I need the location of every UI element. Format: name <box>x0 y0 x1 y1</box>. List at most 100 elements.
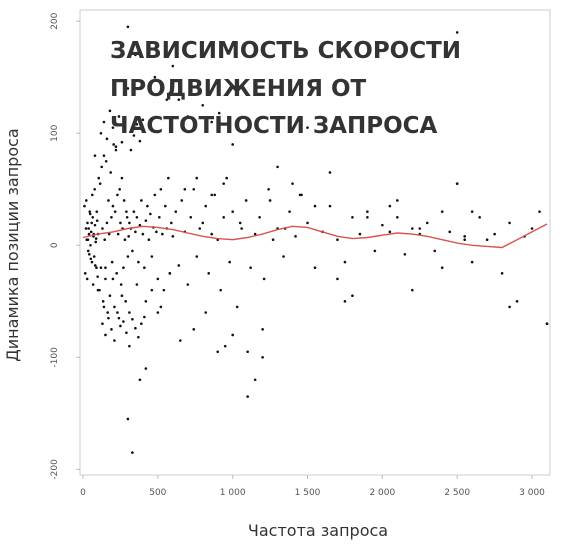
scatter-point <box>198 227 202 230</box>
scatter-point <box>195 176 199 180</box>
scatter-point <box>119 221 122 225</box>
y-axis-title: Динамика позиции запроса <box>3 128 22 361</box>
scatter-point <box>120 176 124 180</box>
scatter-point <box>493 232 496 236</box>
scatter-point <box>120 140 124 144</box>
scatter-point <box>146 204 149 208</box>
scatter-point <box>116 311 119 314</box>
scatter-point <box>118 187 121 191</box>
trend-line <box>82 223 548 249</box>
scatter-point <box>351 215 354 219</box>
scatter-point <box>84 227 88 230</box>
scatter-point <box>538 210 541 213</box>
scatter-point <box>125 210 128 213</box>
scatter-point <box>111 204 115 208</box>
scatter-point <box>124 300 127 303</box>
scatter-point <box>178 339 182 342</box>
scatter-point <box>410 227 414 230</box>
scatter-point <box>246 350 249 354</box>
x-axis-title: Частота запроса <box>248 521 388 540</box>
scatter-point <box>134 326 137 330</box>
scatter-point <box>470 210 474 213</box>
scatter-point <box>107 199 110 202</box>
chart-title-line-3: ЧАСТОТНОСТИ ЗАПРОСА <box>110 113 438 139</box>
scatter-point <box>515 300 519 303</box>
scatter-point <box>294 235 297 238</box>
scatter-point <box>403 252 407 256</box>
scatter-point <box>201 221 205 225</box>
scatter-point <box>106 311 109 314</box>
scatter-point <box>87 227 90 230</box>
scatter-point <box>149 212 152 216</box>
scatter-point <box>111 277 115 281</box>
scatter-point <box>485 238 489 241</box>
scatter-point <box>240 227 243 230</box>
y-tick-label-0: 200 <box>50 12 60 29</box>
scatter-point <box>101 227 104 230</box>
scatter-point <box>223 344 227 348</box>
scatter-point <box>125 215 129 219</box>
scatter-point <box>186 115 190 118</box>
scatter-point <box>336 277 339 281</box>
chart-title: ЗАВИСИМОСТЬ СКОРОСТИ ПРОДВИЖЕНИЯ ОТ ЧАСТ… <box>110 38 461 139</box>
scatter-point <box>98 182 102 185</box>
scatter-point <box>114 145 118 148</box>
scatter-point <box>366 210 369 213</box>
scatter-point <box>137 260 140 264</box>
scatter-point <box>313 266 317 270</box>
scatter-point <box>195 255 199 258</box>
scatter-point <box>126 87 130 90</box>
scatter-point <box>128 221 131 225</box>
scatter-point <box>115 272 118 275</box>
scatter-point <box>110 260 114 264</box>
scatter-point <box>313 204 317 208</box>
scatter-point <box>117 115 121 118</box>
scatter-point <box>108 109 112 113</box>
scatter-point <box>131 317 134 321</box>
y-tick-label-3: -100 <box>50 347 60 368</box>
scatter-point <box>134 53 137 57</box>
scatter-point <box>105 137 109 141</box>
scatter-point <box>140 322 143 326</box>
scatter-point <box>358 232 362 236</box>
scatter-point <box>463 238 466 241</box>
scatter-point <box>180 199 184 202</box>
scatter-point <box>87 232 91 236</box>
scatter-point <box>213 193 217 197</box>
scatter-point <box>122 199 126 202</box>
scatter-point <box>147 238 151 241</box>
scatter-point <box>448 230 452 234</box>
scatter-point <box>125 331 128 334</box>
scatter-point <box>235 305 239 309</box>
scatter-point <box>127 235 130 238</box>
scatter-point <box>128 344 131 348</box>
scatter-point <box>530 227 534 230</box>
scatter-point <box>171 64 175 68</box>
scatter-point <box>132 210 136 213</box>
scatter-point <box>83 204 86 208</box>
scatter-point <box>253 378 257 382</box>
scatter-point <box>119 324 122 328</box>
scatter-point <box>104 277 107 281</box>
scatter-point <box>113 210 117 213</box>
scatter-point <box>351 294 354 298</box>
scatter-point <box>109 171 112 174</box>
scatter-point <box>122 320 125 323</box>
scatter-point <box>207 272 211 275</box>
scatter-point <box>463 235 466 238</box>
scatter-point <box>177 98 181 101</box>
scatter-point <box>162 288 166 292</box>
scatter-point <box>204 204 208 208</box>
scatter-point <box>222 215 225 219</box>
scatter-point <box>291 182 294 185</box>
scatter-point <box>161 232 164 236</box>
plot-frame <box>79 9 551 476</box>
scatter-point <box>455 182 459 185</box>
x-tick-label-2: 1 000 <box>220 488 246 498</box>
scatter-point <box>153 75 157 79</box>
scatter-point <box>144 300 148 303</box>
scatter-point <box>138 378 142 382</box>
scatter-point <box>104 333 107 337</box>
scatter-point <box>104 266 107 270</box>
scatter-point <box>171 235 175 238</box>
